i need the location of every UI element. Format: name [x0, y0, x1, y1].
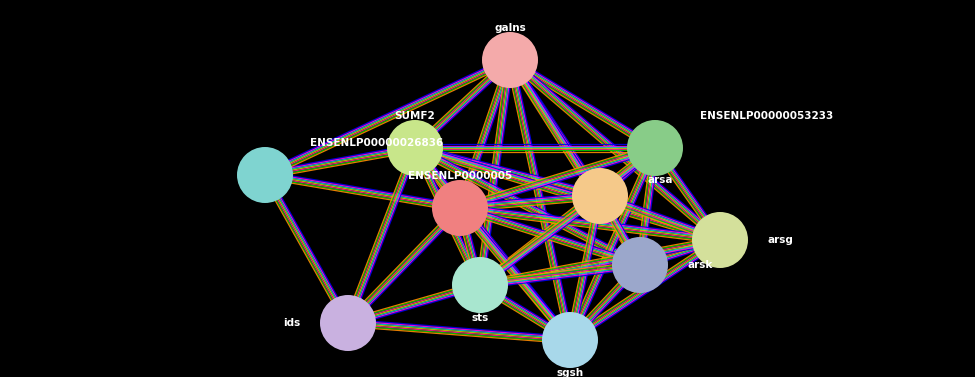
Ellipse shape — [692, 212, 748, 268]
Text: SUMF2: SUMF2 — [395, 111, 436, 121]
Text: arsa: arsa — [648, 175, 674, 185]
Text: ENSENLP00000053233: ENSENLP00000053233 — [700, 111, 834, 121]
Ellipse shape — [542, 312, 598, 368]
Ellipse shape — [627, 120, 683, 176]
Ellipse shape — [432, 180, 488, 236]
Text: ENSENLP0000005: ENSENLP0000005 — [408, 171, 512, 181]
Ellipse shape — [572, 168, 628, 224]
Text: ENSENLP00000026836: ENSENLP00000026836 — [310, 138, 444, 148]
Text: arsk: arsk — [688, 260, 714, 270]
Ellipse shape — [482, 32, 538, 88]
Ellipse shape — [237, 147, 293, 203]
Text: arsg: arsg — [768, 235, 794, 245]
Text: galns: galns — [494, 23, 526, 33]
Text: ids: ids — [283, 318, 300, 328]
Ellipse shape — [320, 295, 376, 351]
Ellipse shape — [387, 120, 443, 176]
Ellipse shape — [612, 237, 668, 293]
Text: sgsh: sgsh — [557, 368, 584, 377]
Text: sts: sts — [471, 313, 488, 323]
Ellipse shape — [452, 257, 508, 313]
